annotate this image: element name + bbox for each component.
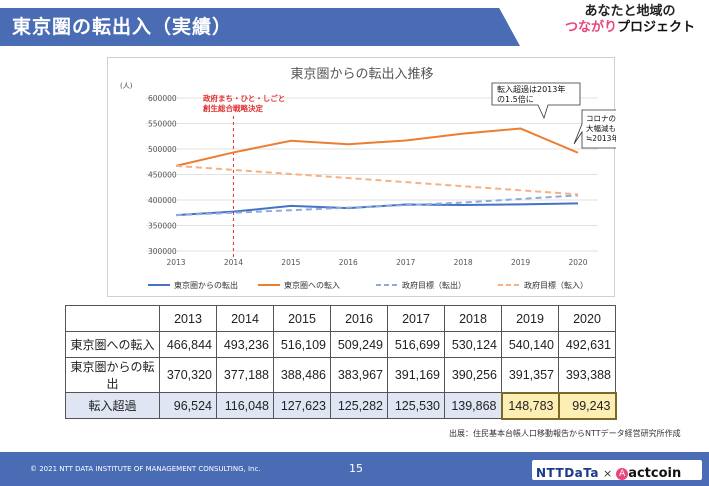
year-header: 2019: [501, 305, 559, 332]
brand-pink-text: つながり: [564, 20, 617, 35]
highlighted-cell: 148,783: [500, 391, 560, 420]
table-cell: 127,623: [273, 392, 331, 419]
x-tick-label: 2016: [339, 258, 358, 267]
chart-title: 東京圏からの転出入推移: [290, 66, 433, 82]
line-chart: 東京圏からの転出入推移 (人) 600000 550000 500000 450000…: [120, 66, 662, 290]
ntt-data-logo: NTTDaTa: [536, 466, 599, 480]
year-header: 2015: [273, 305, 331, 332]
year-header: 2014: [216, 305, 274, 332]
table-cell: 466,844: [159, 331, 217, 358]
y-tick-labels: 600000 550000 500000 450000 400000 350000 3000…: [148, 94, 177, 256]
brand-line-2: つながりプロジェクト: [560, 20, 700, 36]
series-line: [175, 194, 579, 217]
actcoin-icon: A: [616, 468, 629, 480]
table-cell: 390,256: [444, 357, 502, 393]
source-note: 出展：住民基本台帳人口移動報告からNTTデータ経営研究所作成: [449, 429, 681, 438]
page-title: 東京圏の転出入（実績）: [12, 16, 233, 38]
table-cell: 370,320: [159, 357, 217, 393]
table-cell: 125,530: [387, 392, 445, 419]
data-table: 2013 2014 2015 2016 2017 2018 2019 2020 …: [65, 305, 617, 420]
row-label: 転入超過: [65, 392, 160, 419]
y-tick-label: 550000: [148, 120, 177, 129]
table-cell: 116,048: [216, 392, 274, 419]
table-cell: 516,109: [273, 331, 331, 358]
page-footer: © 2021 NTT DATA INSTITUTE OF MANAGEMENT …: [0, 452, 709, 486]
table-cell: 393,388: [558, 357, 616, 393]
table-row-outflow: 東京圏からの転出 370,320 377,188 388,486 383,967…: [65, 357, 616, 393]
callout-1-line-2: の1.5倍に: [497, 94, 534, 104]
legend-label: 東京圏からの転出: [174, 280, 238, 290]
callout-1-line-1: 転入超過は2013年: [497, 84, 565, 94]
table-cell: 516,699: [387, 331, 445, 358]
table-cell: 388,486: [273, 357, 331, 393]
x-tick-label: 2014: [224, 258, 243, 267]
table-cell: 509,249: [330, 331, 388, 358]
legend: 東京圏からの転出 東京圏への転入 政府目標（転出） 政府目標（転入）: [148, 280, 588, 290]
y-tick-label: 300000: [148, 247, 177, 256]
year-header: 2016: [330, 305, 388, 332]
x-tick-label: 2020: [568, 258, 587, 267]
table-cell: 530,124: [444, 331, 502, 358]
x-tick-label: 2019: [511, 258, 530, 267]
y-axis-unit: (人): [120, 82, 133, 90]
table-cell: 377,188: [216, 357, 274, 393]
x-tick-label: 2015: [281, 258, 300, 267]
year-header: 2018: [444, 305, 502, 332]
callout-2-line-1: コロナの影響で転入: [586, 113, 616, 123]
year-header: 2017: [387, 305, 445, 332]
callout-2-line-3: ≒2013年: [586, 133, 616, 143]
x-tick-label: 2013: [166, 258, 185, 267]
y-tick-label: 450000: [148, 171, 177, 180]
table-cell: 493,236: [216, 331, 274, 358]
callout-2-line-2: 大幅減も超過数: [586, 123, 616, 133]
callout-2: コロナの影響で転入 大幅減も超過数 ≒2013年: [573, 109, 662, 149]
y-tick-label: 500000: [148, 145, 177, 154]
year-header: 2013: [159, 305, 217, 332]
policy-label-2: 創生総合戦略決定: [202, 103, 263, 113]
table-row-net-inflow: 転入超過 96,524 116,048 127,623 125,282 125,…: [65, 391, 617, 420]
series-line: [175, 127, 579, 167]
y-tick-label: 400000: [148, 196, 177, 205]
table-cell: 492,631: [558, 331, 616, 358]
table-cell: 96,524: [159, 392, 217, 419]
year-header: 2020: [558, 305, 616, 332]
page-number: 15: [349, 462, 363, 475]
x-tick-label: 2017: [396, 258, 415, 267]
series-lines: [175, 127, 579, 217]
chart-container: 東京圏からの転出入推移 (人) 600000 550000 500000 450000…: [107, 57, 662, 297]
policy-marker: 政府まち・ひと・しごと 創生総合戦略決定: [202, 93, 285, 258]
gridlines: [146, 97, 598, 252]
brand-line-1: あなたと地域の: [584, 4, 676, 19]
brand-rest-text: プロジェクト: [617, 20, 696, 35]
table-header-row: 2013 2014 2015 2016 2017 2018 2019 2020: [65, 305, 616, 332]
copyright: © 2021 NTT DATA INSTITUTE OF MANAGEMENT …: [30, 465, 261, 473]
legend-label: 政府目標（転入）: [524, 280, 588, 290]
table-corner-cell: [65, 305, 160, 332]
callout-1: 転入超過は2013年 の1.5倍に: [491, 82, 581, 120]
table-cell: 391,169: [387, 357, 445, 393]
row-label: 東京圏への転入: [65, 331, 160, 358]
page-header: 東京圏の転出入（実績） あなたと地域の つながりプロジェクト: [0, 0, 709, 48]
y-tick-label: 600000: [148, 94, 177, 103]
policy-label-1: 政府まち・ひと・しごと: [203, 93, 285, 103]
x-tick-label: 2018: [454, 258, 473, 267]
table-cell: 391,357: [501, 357, 559, 393]
series-line: [175, 164, 579, 196]
x-tick-labels: 2013 2014 2015 2016 2017 2018 2019 2020: [166, 258, 587, 267]
title-band: [0, 8, 520, 46]
legend-label: 政府目標（転出）: [402, 280, 466, 290]
table-row-inflow: 東京圏への転入 466,844 493,236 516,109 509,249 …: [65, 331, 616, 358]
table-cell: 139,868: [444, 392, 502, 419]
actcoin-logo: actcoin: [628, 466, 682, 481]
highlighted-cell: 99,243: [557, 391, 617, 420]
row-label: 東京圏からの転出: [65, 357, 160, 393]
y-tick-label: 350000: [148, 222, 177, 231]
times-sign: ×: [602, 467, 613, 480]
table-cell: 540,140: [501, 331, 559, 358]
table-cell: 125,282: [330, 392, 388, 419]
legend-label: 東京圏への転入: [284, 280, 340, 290]
project-brand: あなたと地域の つながりプロジェクト: [560, 4, 700, 36]
table-cell: 383,967: [330, 357, 388, 393]
